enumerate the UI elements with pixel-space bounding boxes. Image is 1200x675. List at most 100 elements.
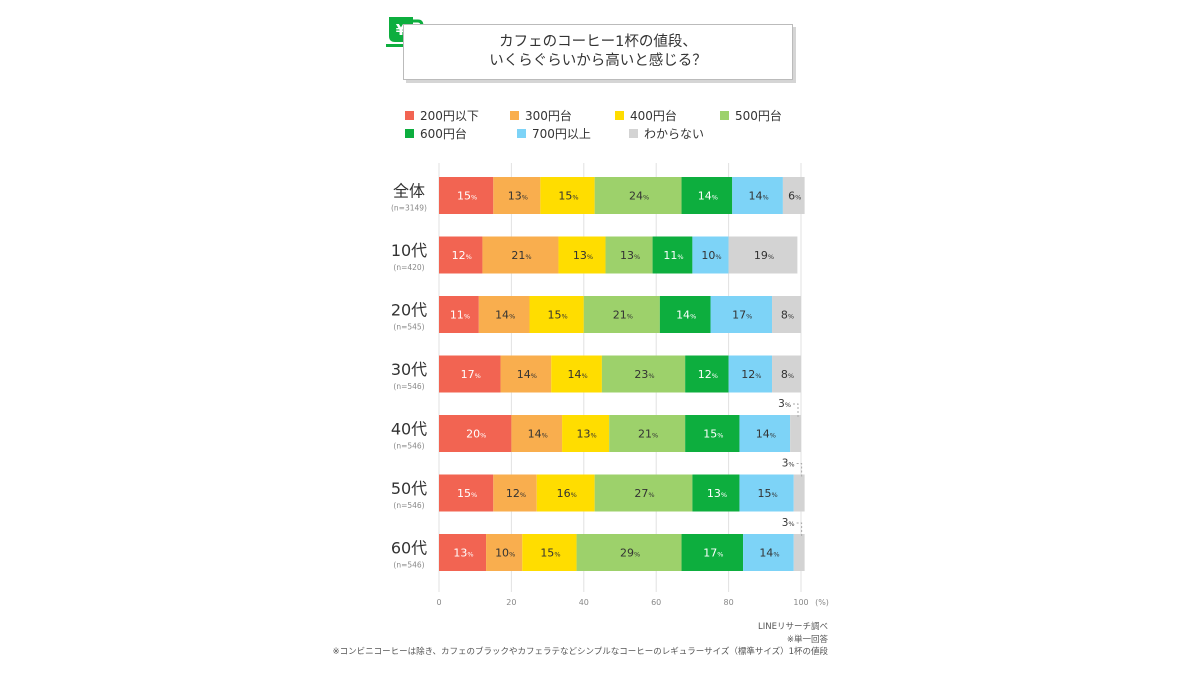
bar-segment: [685, 415, 740, 452]
bar-segment: [562, 415, 610, 452]
bar-segment: [493, 177, 541, 214]
bar-segment: [739, 415, 791, 452]
category-label: 30代: [391, 360, 427, 379]
sample-size-label: (n=546): [393, 442, 424, 451]
sample-size-label: (n=420): [393, 263, 424, 272]
bar-segment: [601, 355, 686, 393]
bar-segment: [594, 474, 693, 512]
bar-segment: [692, 236, 729, 274]
chart-title-line-2: いくらぐらいから高いと感じる？: [489, 53, 707, 69]
bar-segment: [439, 534, 487, 571]
bar-segment: [681, 534, 744, 571]
legend-label: 600円台: [420, 127, 467, 141]
data-label: 10%: [701, 249, 721, 262]
data-label: 8%: [781, 368, 794, 381]
bar-segment: [692, 474, 740, 512]
data-label: 14%: [567, 368, 587, 381]
sample-size-label: (n=3149): [391, 204, 427, 213]
bar-segment: [522, 534, 577, 571]
bar-segment: [486, 534, 523, 571]
legend-swatch: [720, 111, 729, 120]
data-label-leader: [796, 522, 803, 537]
sample-size-label: (n=546): [393, 501, 424, 510]
data-label: 14%: [495, 309, 515, 322]
chart-title-panel: ¥ カフェのコーヒー1杯の値段、 いくらぐらいから高いと感じる？: [385, 14, 797, 84]
data-label: 15%: [558, 190, 578, 203]
data-label: 15%: [548, 309, 568, 322]
legend-swatch: [629, 129, 638, 138]
legend-item-600s: 600円台: [405, 125, 517, 142]
chart-legend: 200円以下 300円台 400円台 500円台 600円台 700円以上 わか…: [405, 107, 825, 143]
bar-segment: [594, 177, 682, 214]
x-tick-label: 100: [793, 598, 808, 607]
footnote-single-answer: ※単一回答: [786, 634, 828, 645]
bar-segment: [551, 355, 602, 393]
data-label: 13%: [577, 428, 597, 441]
data-label: 24%: [629, 190, 649, 203]
legend-label: 400円台: [630, 109, 677, 123]
data-label-leader: [796, 463, 803, 478]
bar-segment: [478, 296, 530, 333]
category-label: 20代: [391, 301, 427, 320]
data-label: 23%: [634, 368, 654, 381]
bar-segment: [576, 534, 682, 571]
bar-segment: [681, 177, 733, 214]
bar-segment: [500, 355, 552, 393]
data-label: 11%: [663, 249, 683, 262]
data-label: 3%: [778, 398, 791, 410]
data-label: 13%: [573, 249, 593, 262]
data-label: 15%: [758, 487, 778, 500]
x-tick-label: 40: [579, 598, 589, 607]
legend-swatch: [405, 129, 414, 138]
data-label: 13%: [453, 547, 473, 560]
bar-segment: [790, 415, 801, 452]
legend-item-dont-know: わからない: [629, 125, 741, 142]
data-label: 15%: [540, 547, 560, 560]
data-label: 12%: [741, 368, 761, 381]
bar-segment: [439, 296, 479, 333]
data-label: 14%: [517, 368, 537, 381]
bar-segment: [482, 236, 559, 274]
bar-segment: [439, 236, 483, 274]
sample-size-label: (n=545): [393, 323, 424, 332]
bar-segment: [511, 415, 563, 452]
data-label: 21%: [613, 309, 633, 322]
legend-swatch: [615, 111, 624, 120]
data-label: 14%: [748, 190, 768, 203]
data-label: 12%: [506, 487, 526, 500]
bar-segment: [728, 236, 798, 274]
data-label: 6%: [788, 190, 801, 203]
data-label: 21%: [638, 428, 658, 441]
legend-swatch: [517, 129, 526, 138]
data-label: 8%: [781, 309, 794, 322]
category-label: 40代: [391, 420, 427, 439]
bar-segment: [772, 296, 801, 333]
data-label: 20%: [466, 428, 486, 441]
bar-segment: [583, 296, 660, 333]
footnote-definition: ※コンビニコーヒーは除き、カフェのブラックやカフェラテなどシンプルなコーヒーのレ…: [332, 647, 828, 657]
x-axis-unit: (%): [815, 598, 829, 607]
legend-swatch: [510, 111, 519, 120]
legend-item-500s: 500円台: [720, 107, 825, 124]
bar-segment: [439, 177, 494, 214]
bar-segment: [536, 474, 595, 512]
x-tick-label: 0: [436, 598, 441, 607]
legend-swatch: [405, 111, 414, 120]
svg-text:¥: ¥: [396, 21, 407, 39]
legend-label: 200円以下: [420, 109, 479, 123]
data-label: 12%: [698, 368, 718, 381]
footnote-source: LINEリサーチ調べ: [758, 622, 828, 632]
category-label: 60代: [391, 539, 427, 558]
bar-segment: [558, 236, 606, 274]
bar-segment: [540, 177, 595, 214]
data-label: 29%: [620, 547, 640, 560]
chart-title-line-1: カフェのコーヒー1杯の値段、: [499, 34, 697, 50]
sample-size-label: (n=546): [393, 382, 424, 391]
data-label: 14%: [698, 190, 718, 203]
legend-item-200-or-less: 200円以下: [405, 107, 510, 124]
data-label: 17%: [703, 547, 723, 560]
bar-segment: [439, 355, 501, 393]
data-label: 19%: [754, 249, 774, 262]
bar-segment: [743, 534, 794, 571]
bar-segment: [782, 177, 805, 214]
